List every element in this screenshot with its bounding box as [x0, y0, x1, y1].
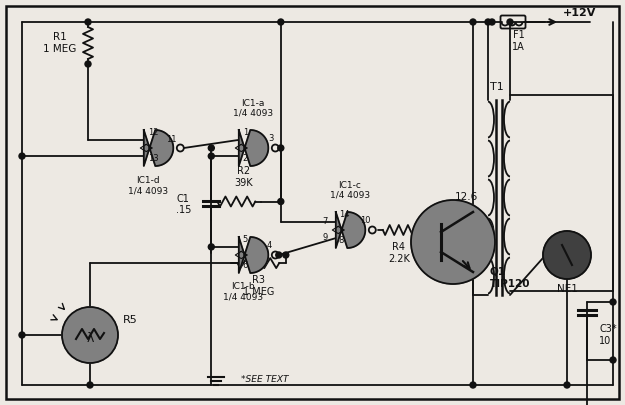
- Text: 12.6: 12.6: [454, 192, 478, 202]
- Text: 4: 4: [266, 241, 271, 250]
- Text: IC1-c
1/4 4093: IC1-c 1/4 4093: [330, 181, 370, 200]
- Text: 2: 2: [242, 154, 248, 163]
- Circle shape: [610, 357, 616, 363]
- Text: 10: 10: [361, 216, 371, 225]
- Text: R2
39K: R2 39K: [234, 166, 253, 188]
- Circle shape: [208, 244, 214, 250]
- Text: R1
1 MEG: R1 1 MEG: [43, 32, 77, 54]
- Text: 11: 11: [166, 135, 177, 144]
- Circle shape: [278, 19, 284, 25]
- Text: IC1-a
1/4 4093: IC1-a 1/4 4093: [233, 98, 273, 118]
- Circle shape: [470, 382, 476, 388]
- Circle shape: [543, 231, 591, 279]
- Circle shape: [272, 252, 279, 258]
- Text: Q1
TIP120: Q1 TIP120: [490, 267, 531, 289]
- Text: +12V: +12V: [563, 8, 596, 18]
- Circle shape: [208, 153, 214, 159]
- Circle shape: [276, 252, 282, 258]
- Text: λ: λ: [86, 332, 94, 345]
- Circle shape: [208, 145, 214, 151]
- Circle shape: [19, 153, 25, 159]
- Text: *SEE TEXT: *SEE TEXT: [241, 375, 289, 384]
- Text: 3: 3: [268, 134, 274, 143]
- Text: C1
.15: C1 .15: [176, 194, 191, 215]
- Circle shape: [282, 252, 289, 258]
- Circle shape: [470, 19, 476, 25]
- Text: R4
2.2K: R4 2.2K: [388, 242, 410, 264]
- Circle shape: [485, 19, 491, 25]
- Text: 1: 1: [242, 128, 248, 137]
- Text: 5: 5: [242, 235, 248, 244]
- Text: IC1-b
1/4 4093: IC1-b 1/4 4093: [223, 282, 263, 301]
- Circle shape: [610, 299, 616, 305]
- Circle shape: [278, 145, 284, 151]
- Polygon shape: [336, 212, 365, 248]
- Circle shape: [411, 200, 495, 284]
- Text: T1: T1: [490, 82, 504, 92]
- Circle shape: [272, 145, 279, 151]
- Circle shape: [564, 382, 570, 388]
- Circle shape: [489, 19, 495, 25]
- Circle shape: [278, 198, 284, 205]
- Text: 6: 6: [242, 261, 248, 270]
- Polygon shape: [144, 130, 173, 166]
- Text: C3*
10: C3* 10: [599, 324, 617, 346]
- Text: 9: 9: [322, 233, 328, 242]
- Circle shape: [85, 61, 91, 67]
- Circle shape: [85, 19, 91, 25]
- Polygon shape: [239, 237, 268, 273]
- Circle shape: [19, 332, 25, 338]
- Text: F1
1A: F1 1A: [512, 30, 525, 51]
- Text: 13: 13: [148, 154, 158, 163]
- Polygon shape: [239, 130, 268, 166]
- Circle shape: [177, 145, 184, 151]
- Circle shape: [62, 307, 118, 363]
- Text: IC1-d
1/4 4093: IC1-d 1/4 4093: [128, 176, 168, 195]
- Text: 14: 14: [339, 210, 349, 219]
- Text: R5: R5: [123, 315, 138, 325]
- Text: 8: 8: [339, 236, 344, 245]
- Text: 12: 12: [148, 128, 158, 137]
- Circle shape: [87, 382, 93, 388]
- Circle shape: [507, 19, 513, 25]
- Circle shape: [369, 226, 376, 234]
- Text: R3
1 MEG: R3 1 MEG: [242, 275, 274, 297]
- Text: NE1: NE1: [557, 284, 578, 294]
- Text: 7: 7: [322, 217, 328, 226]
